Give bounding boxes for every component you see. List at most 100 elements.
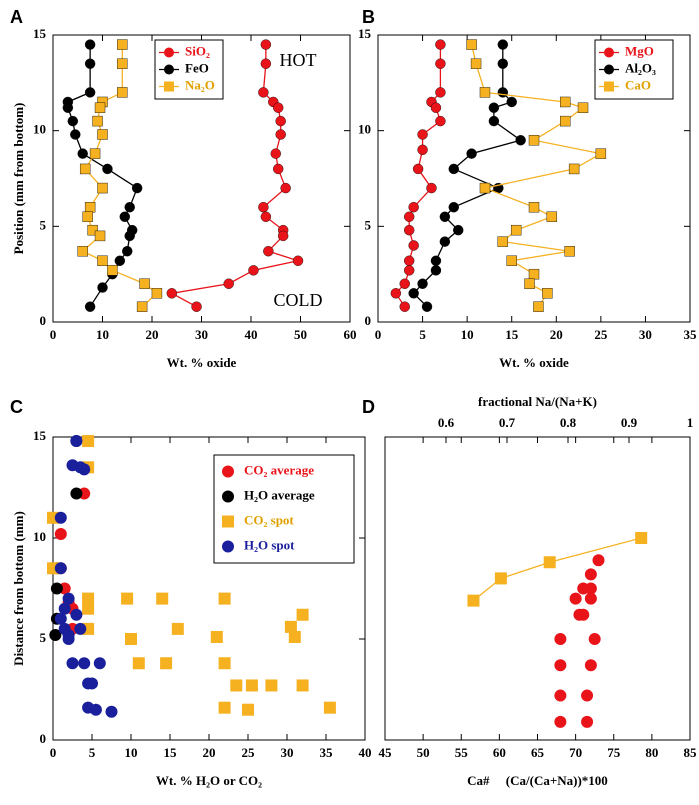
marker xyxy=(528,201,540,213)
marker xyxy=(554,715,567,728)
marker xyxy=(94,230,106,242)
marker xyxy=(292,255,304,266)
legend-box xyxy=(213,454,355,564)
marker xyxy=(515,135,526,146)
x-tick-label: 0 xyxy=(375,327,382,342)
marker xyxy=(497,87,508,98)
x-tick-label: 65 xyxy=(531,745,545,760)
marker xyxy=(62,102,74,113)
series-line xyxy=(470,44,603,308)
marker xyxy=(66,657,79,670)
panel-label: D xyxy=(362,397,375,417)
x2-tick-label: 1 xyxy=(687,415,694,430)
x-tick-label: 70 xyxy=(569,745,582,760)
marker xyxy=(139,278,150,289)
x-tick-label: 5 xyxy=(419,327,426,342)
series xyxy=(390,39,446,312)
marker xyxy=(97,129,108,140)
marker xyxy=(533,301,544,312)
marker xyxy=(404,211,415,222)
marker xyxy=(273,102,284,113)
marker xyxy=(258,201,269,213)
x-tick-label: 30 xyxy=(281,745,294,760)
x-tick-label: 10 xyxy=(461,327,474,342)
series-line xyxy=(473,537,642,602)
series xyxy=(77,39,163,312)
marker xyxy=(588,633,601,645)
marker xyxy=(467,594,480,607)
marker xyxy=(82,592,95,605)
y-axis-label: Position (mm from bottom) xyxy=(11,103,26,255)
marker xyxy=(151,288,163,299)
marker xyxy=(408,240,419,251)
marker xyxy=(242,703,254,716)
x-tick-label: 20 xyxy=(550,327,563,342)
marker xyxy=(49,628,62,641)
y-tick-label: 10 xyxy=(358,122,371,137)
marker xyxy=(577,608,590,621)
x-tick-label: 55 xyxy=(455,745,469,760)
marker xyxy=(417,278,428,289)
marker xyxy=(497,58,508,69)
y-tick-label: 15 xyxy=(358,26,372,41)
marker xyxy=(435,115,446,127)
marker xyxy=(86,677,98,690)
x2-tick-label: 0.9 xyxy=(621,415,638,430)
marker xyxy=(50,582,63,595)
panel: D 45 50 55 60 65 70 75 80 85 0.6 0.7 0.8 0.9 1 Ca# (Ca/… xyxy=(362,394,697,788)
marker xyxy=(89,703,102,716)
marker xyxy=(399,301,410,312)
x-tick-label: 20 xyxy=(146,327,159,342)
marker xyxy=(584,568,597,581)
x-axis-label: Wt. % H₂O or CO₂ xyxy=(156,773,262,788)
marker xyxy=(277,230,289,242)
y-tick-label: 15 xyxy=(33,428,47,443)
x-tick-label: 30 xyxy=(639,327,652,342)
marker xyxy=(421,301,433,312)
marker xyxy=(222,490,234,503)
series-line xyxy=(67,44,138,308)
legend-label: H₂O average xyxy=(244,487,315,502)
series xyxy=(62,39,143,312)
marker xyxy=(466,148,477,159)
marker xyxy=(78,463,91,476)
x-tick-label: 30 xyxy=(195,327,208,342)
marker xyxy=(164,81,174,92)
marker xyxy=(97,255,108,266)
marker xyxy=(404,255,415,266)
marker xyxy=(568,163,580,175)
marker xyxy=(191,301,202,312)
marker xyxy=(74,622,87,635)
x-tick-label: 85 xyxy=(684,745,698,760)
legend-label: SiO₂ xyxy=(185,43,210,58)
legend-label: Na₂O xyxy=(185,77,215,92)
marker xyxy=(164,64,174,75)
panel: C 0 5 10 15 20 25 30 35 40 0 5 10 15 Wt. % H₂O or CO₂ D… xyxy=(10,397,372,788)
marker xyxy=(166,288,178,299)
marker xyxy=(417,129,428,140)
marker xyxy=(114,255,126,266)
marker xyxy=(466,39,477,50)
series xyxy=(54,435,118,718)
x2-tick-label: 0.6 xyxy=(438,415,455,430)
marker xyxy=(584,592,597,605)
marker xyxy=(54,527,67,540)
marker xyxy=(124,230,135,242)
marker xyxy=(67,115,79,127)
marker xyxy=(275,115,286,127)
marker xyxy=(270,148,281,159)
marker xyxy=(78,657,91,670)
marker xyxy=(82,435,95,448)
marker xyxy=(592,554,605,567)
marker xyxy=(62,592,75,605)
marker xyxy=(275,129,286,140)
legend: MgO Al₂O₃ CaO xyxy=(594,39,674,100)
marker xyxy=(542,288,553,299)
y-axis-label: Distance from bottom (mm) xyxy=(11,511,26,666)
legend-label: H₂O spot xyxy=(244,537,295,552)
marker xyxy=(223,278,234,289)
marker xyxy=(87,224,98,236)
marker xyxy=(435,58,446,69)
marker xyxy=(543,556,556,569)
